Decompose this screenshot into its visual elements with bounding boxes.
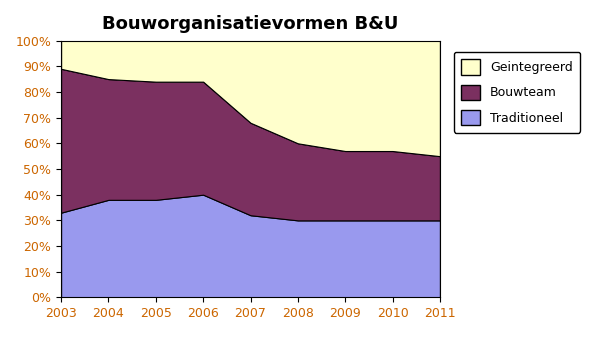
Legend: Geintegreerd, Bouwteam, Traditioneel: Geintegreerd, Bouwteam, Traditioneel	[454, 52, 580, 133]
Title: Bouworganisatievormen B&U: Bouworganisatievormen B&U	[102, 16, 399, 33]
